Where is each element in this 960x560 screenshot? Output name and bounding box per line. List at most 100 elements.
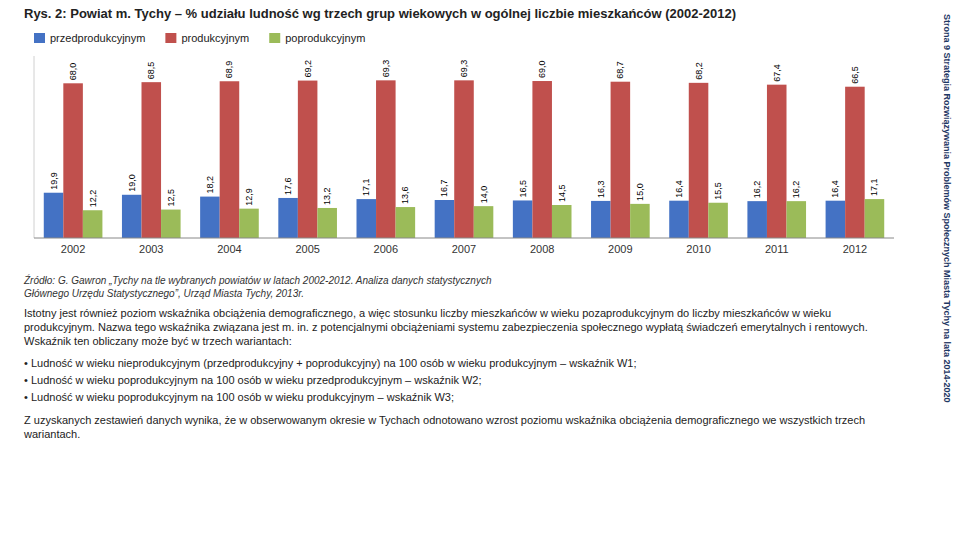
bar [376,80,396,238]
data-label: 17,1 [869,179,879,197]
data-label: 12,2 [88,190,98,208]
bar [278,198,298,238]
legend-label: poprodukcyjnym [285,32,365,44]
legend-label: produkcyjnym [181,32,249,44]
data-label: 69,3 [459,60,469,78]
bar [200,197,220,238]
bar [396,207,416,238]
data-label: 69,2 [303,60,313,78]
bar [142,82,162,238]
bar [239,209,259,238]
bar [83,210,103,238]
data-label: 17,6 [283,177,293,195]
bar [689,83,709,238]
bar [474,206,494,238]
bar [865,199,885,238]
bar [298,81,318,238]
data-label: 68,7 [615,61,625,79]
legend: przedprodukcyjnym produkcyjnym poprodukcyj… [34,32,365,44]
x-tick-label: 2009 [608,243,632,255]
data-label: 16,4 [830,180,840,198]
side-text: Strona 9 Strategia Rozwiązywania Problem… [942,14,952,402]
bar [591,201,611,238]
data-label: 19,9 [49,172,59,190]
data-label: 14,0 [479,186,489,204]
legend-label: przedprodukcyjnym [50,32,145,44]
bar [63,83,83,238]
data-label: 15,0 [635,183,645,201]
bar [122,195,142,238]
title: Rys. 2: Powiat m. Tychy – % udziału ludn… [24,6,904,22]
source-line: Źródło: G. Gawron „Tychy na tle wybranyc… [24,274,904,287]
data-label: 16,4 [674,180,684,198]
data-label: 15,5 [713,182,723,200]
x-tick-label: 2003 [139,243,163,255]
legend-item: produkcyjnym [165,32,249,44]
data-label: 12,5 [166,189,176,207]
page: Rys. 2: Powiat m. Tychy – % udziału ludn… [24,6,904,441]
data-label: 68,0 [68,63,78,81]
y-axis-line [34,56,35,238]
bar [532,81,552,238]
bar [220,81,240,238]
bullet: • Ludność w wieku poprodukcyjnym na 100 … [24,390,904,404]
bar [454,80,474,238]
bar [630,204,650,238]
bar [435,200,455,238]
bar [317,208,337,238]
bar [513,200,533,238]
data-label: 16,2 [752,181,762,199]
x-tick-label: 2012 [843,243,867,255]
bar [708,203,728,238]
data-labels: 19,9 19,0 18,2 17,6 17,1 16,7 16,5 16,3 16,4 16,2… [49,60,880,207]
source-line: Głównego Urzędu Statystycznego”, Urząd M… [24,287,904,300]
x-tick-label: 2006 [374,243,398,255]
data-label: 68,5 [146,62,156,80]
data-label: 14,5 [557,184,567,202]
legend-item: poprodukcyjnym [269,32,365,44]
bar [357,199,377,238]
data-label: 13,2 [322,187,332,205]
x-tick-label: 2004 [217,243,241,255]
data-label: 12,9 [244,188,254,206]
legend-swatch [269,33,280,43]
bar [845,87,865,238]
bar [552,205,572,238]
body-text: Istotny jest również poziom wskaźnika ob… [24,306,904,348]
data-label: 13,6 [400,187,410,205]
bar [787,201,807,238]
data-label: 17,1 [361,179,371,197]
legend-swatch [34,33,45,43]
x-tick-label: 2002 [61,243,85,255]
data-label: 19,0 [127,174,137,192]
bar [161,210,181,238]
bar [747,201,767,238]
x-tick-label: 2005 [295,243,319,255]
data-label: 69,3 [381,60,391,78]
bullet: • Ludność w wieku nieprodukcyjnym (przed… [24,356,904,370]
data-label: 66,5 [850,66,860,84]
data-label: 16,3 [596,180,606,198]
x-tick-label: 2010 [686,243,710,255]
bar [767,85,787,238]
data-label: 69,0 [537,60,547,78]
legend-swatch [165,33,176,43]
chart: 19,9 19,0 18,2 17,6 17,1 16,7 16,5 16,3 16,4 16,2… [24,26,904,266]
bullet: • Ludność w wieku poprodukcyjnym na 100 … [24,373,904,387]
data-label: 16,2 [791,181,801,199]
data-label: 68,9 [224,61,234,79]
x-tick-label: 2007 [452,243,476,255]
legend-item: przedprodukcyjnym [34,32,145,44]
data-label: 18,2 [205,176,215,194]
data-label: 67,4 [772,64,782,82]
bars [44,80,884,238]
x-tick-label: 2011 [765,243,789,255]
data-label: 16,5 [518,180,528,198]
x-axis-line [34,238,894,239]
data-label: 16,7 [439,179,449,197]
closing-text: Z uzyskanych zestawień danych wynika, że… [24,413,904,441]
data-label: 68,2 [694,62,704,80]
x-tick-label: 2008 [530,243,554,255]
bar [669,201,689,238]
bar [826,201,846,238]
